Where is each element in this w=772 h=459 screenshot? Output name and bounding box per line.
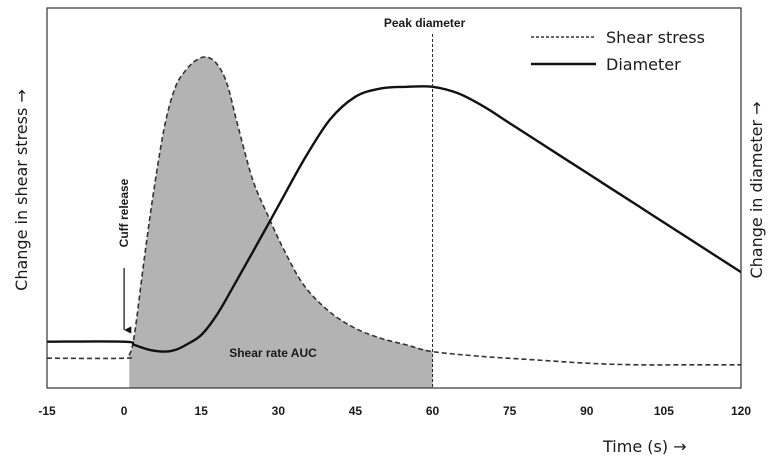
x-tick-label: 45 [349, 404, 363, 418]
x-tick-label: 120 [731, 404, 751, 418]
legend-shear-stress-label: Shear stress [606, 28, 705, 47]
plot-frame [46, 7, 742, 389]
y-axis-label-left: Change in shear stress → [12, 89, 31, 291]
x-tick-label: 30 [272, 404, 286, 418]
x-tick-label: 90 [580, 404, 594, 418]
shear-stress-line [46, 56, 741, 366]
peak-diameter-label: Peak diameter [384, 16, 466, 30]
shear-rate-auc-area [129, 56, 433, 389]
y-axis-label-right: Change in diameter → [747, 101, 766, 278]
x-tick-label: 0 [121, 404, 128, 418]
diameter-line [46, 85, 742, 353]
x-tick-label: -15 [38, 404, 56, 418]
x-tick-label: 75 [503, 404, 517, 418]
cuff-release-label: Cuff release [117, 178, 131, 247]
legend-diameter-label: Diameter [606, 55, 681, 74]
x-tick-label: 15 [195, 404, 209, 418]
x-tick-labels: -15 0 15 30 45 60 75 90 105 120 [38, 404, 751, 418]
x-axis-label: Time (s) → [602, 437, 687, 456]
x-tick-label: 105 [654, 404, 674, 418]
x-tick-label: 60 [426, 404, 440, 418]
shear-rate-auc-label: Shear rate AUC [229, 346, 317, 360]
legend: Shear stress Diameter [531, 28, 705, 74]
